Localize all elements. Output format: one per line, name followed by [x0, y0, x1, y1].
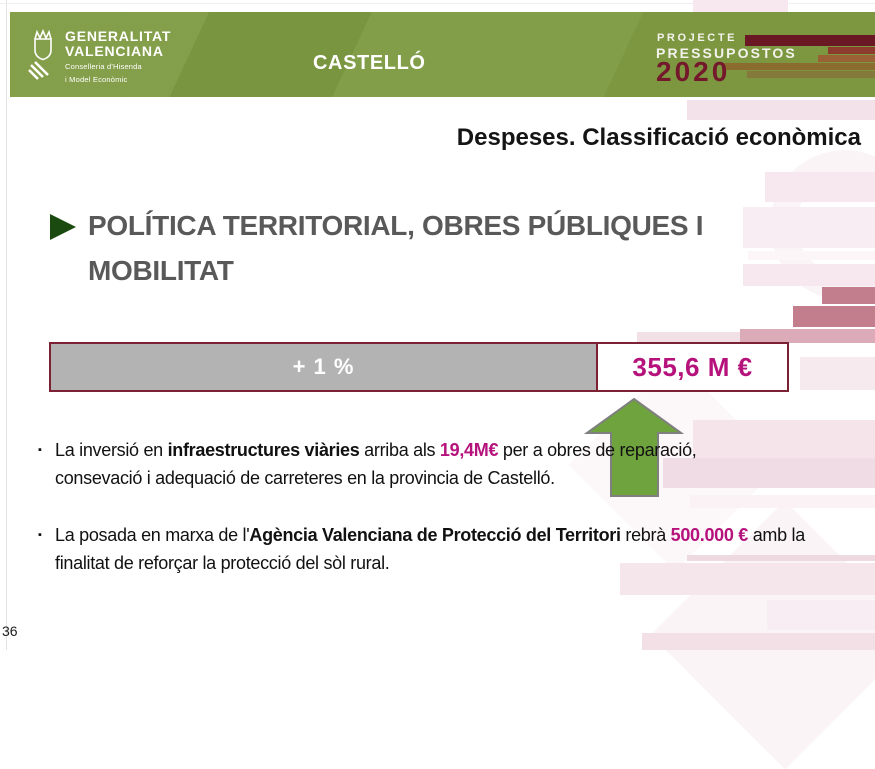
decor-bar-mauve	[822, 287, 875, 304]
decor-header-bar	[828, 47, 875, 54]
bullet-item-infrastructure: La inversió en infraestructures viàries …	[55, 436, 785, 492]
bullet-text-segment: La posada en marxa de l'	[55, 525, 250, 545]
decor-header-bar	[747, 71, 875, 78]
decor-bar	[642, 633, 875, 650]
decor-bar	[663, 458, 875, 488]
decor-bar	[748, 251, 875, 260]
project-label-line2: PRESSUPOSTOS	[656, 45, 797, 61]
bullet-marker: ▪	[38, 444, 42, 456]
decor-bar	[693, 420, 875, 458]
bullet-marker: ▪	[38, 529, 42, 541]
region-title: CASTELLÓ	[313, 52, 426, 74]
decor-header-bar	[745, 35, 875, 46]
logo-name-line1: GENERALITAT	[65, 28, 172, 44]
generalitat-logo: GENERALITAT VALENCIANA Conselleria d'His…	[28, 29, 171, 84]
decor-bar	[687, 555, 875, 561]
budget-change-percent: + 1 %	[51, 344, 596, 390]
section-arrow-bullet-icon	[50, 214, 76, 240]
logo-sub-line1: Conselleria d'Hisenda	[65, 62, 142, 71]
decor-header-bar	[818, 55, 875, 62]
header-bar: GENERALITAT VALENCIANA Conselleria d'His…	[10, 12, 875, 97]
viewer-top-edge	[0, 3, 875, 4]
bullet-amount: 19,4M€	[439, 440, 499, 460]
decor-bar	[620, 563, 875, 595]
decor-bar	[637, 332, 740, 342]
budget-stat-box: + 1 % 355,6 M €	[49, 342, 789, 392]
decor-bar	[690, 495, 875, 508]
decor-bar-mauve	[793, 306, 875, 327]
bullet-text-segment: rebrà	[620, 525, 671, 545]
budget-amount: 355,6 M €	[596, 344, 787, 390]
bullet-amount: 500.000 €	[670, 525, 749, 545]
section-heading: POLÍTICA TERRITORIAL, OBRES PÚBLIQUES I …	[88, 210, 704, 286]
project-label-line1: PROJECTE	[657, 32, 738, 44]
decor-bar	[693, 0, 788, 12]
page-number: 36	[2, 623, 18, 639]
decor-bar	[743, 207, 875, 248]
decor-header-bar	[722, 63, 875, 70]
bullet-text-bold: infraestructures viàries	[167, 440, 360, 460]
logo-name-line2: VALENCIANA	[65, 43, 164, 59]
generalitat-coat-of-arms-icon	[28, 29, 52, 80]
viewer-left-edge	[6, 0, 7, 650]
decor-bar	[740, 329, 875, 343]
decor-bar	[743, 264, 875, 286]
logo-text: GENERALITAT VALENCIANA Conselleria d'His…	[65, 29, 171, 84]
bullet-text-bold: Agència Valenciana de Protecció del Terr…	[249, 525, 621, 545]
growth-up-arrow-shape	[584, 397, 684, 497]
bullet-text-segment: La inversió en	[55, 440, 168, 460]
growth-up-arrow-icon	[584, 397, 684, 497]
logo-sub-line2: i Model Econòmic	[65, 74, 128, 84]
decor-bar	[765, 172, 875, 202]
bullet-text-segment: arriba als	[359, 440, 440, 460]
bullet-text-segment: per a obres de reparació, consevació i a…	[55, 440, 697, 488]
decor-bar	[687, 100, 875, 120]
slide-title: Despeses. Classificació econòmica	[456, 124, 861, 151]
bullet-text-segment: amb la finalitat de reforçar la protecci…	[55, 525, 805, 573]
decor-bar	[800, 357, 875, 390]
project-year: 2020	[656, 56, 731, 87]
bullet-item-agency: La posada en marxa de l'Agència Valencia…	[55, 521, 837, 577]
decor-bar	[767, 600, 875, 630]
